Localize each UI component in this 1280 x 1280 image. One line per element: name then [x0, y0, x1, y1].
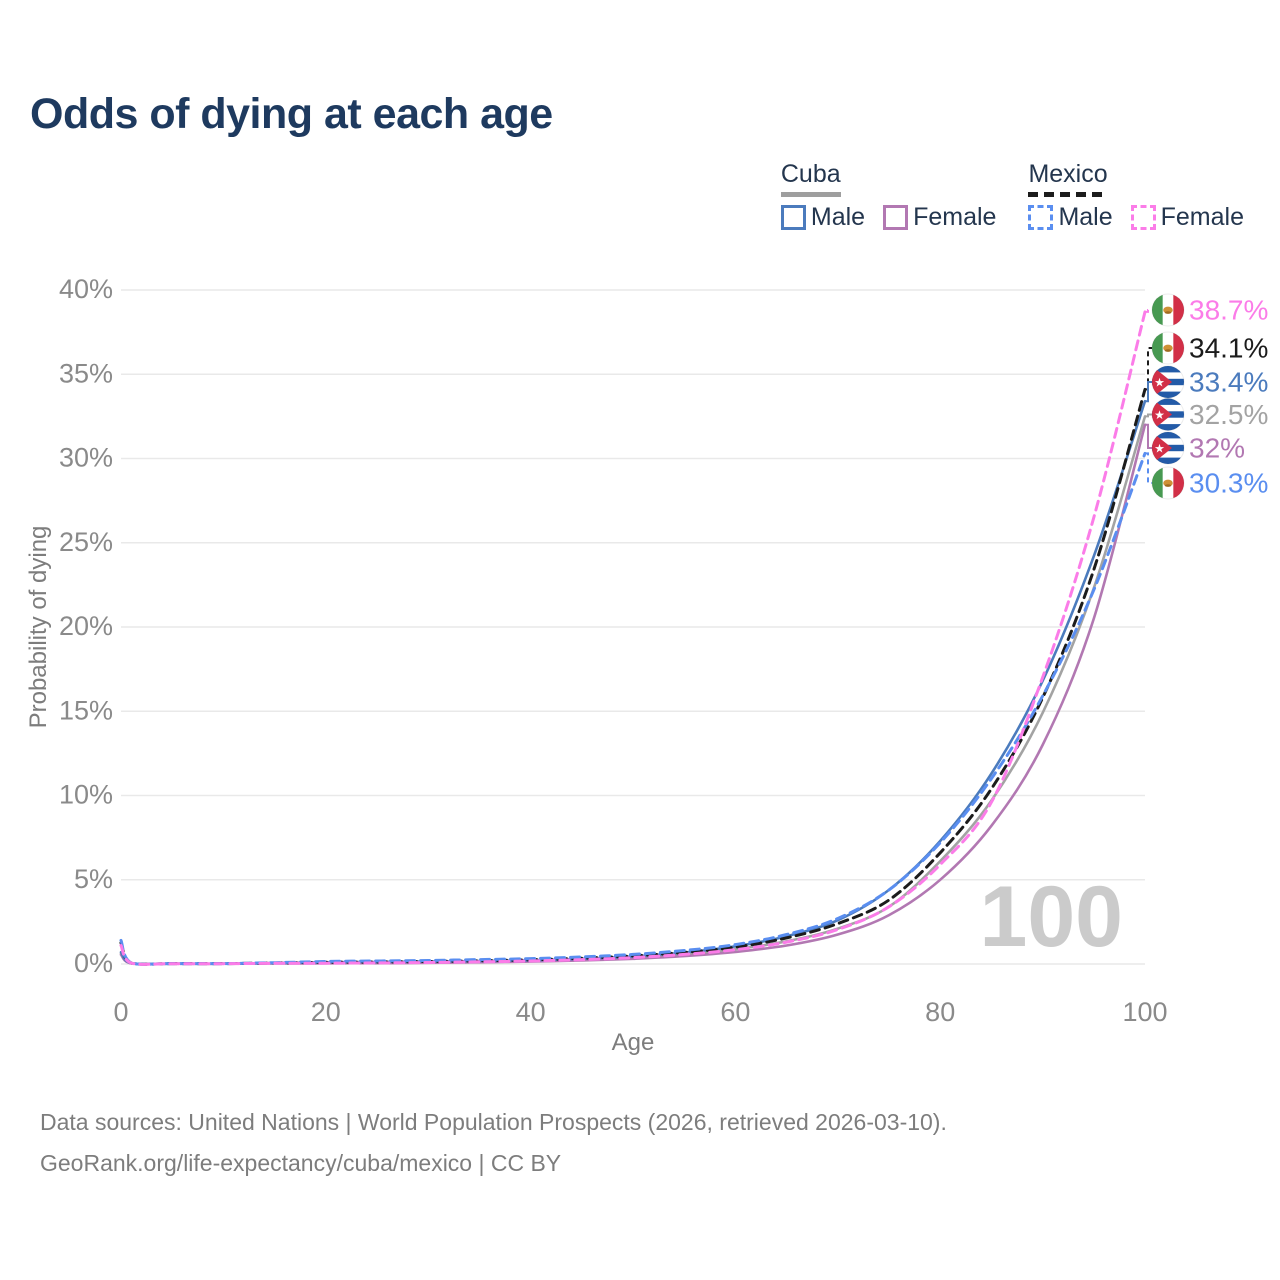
end-label-cuba-male: ★ 33.4%: [1145, 365, 1268, 403]
cuba-female-swatch-icon: [883, 205, 909, 230]
legend-mexico-dashed-rule: [1028, 192, 1108, 197]
age-counter-watermark: 100: [980, 869, 1124, 965]
legend-cuba-solid-rule: [780, 192, 841, 197]
y-tick-25: 25%: [59, 527, 113, 557]
legend-item-mexico-male[interactable]: Male: [1028, 203, 1113, 232]
mexico-flag-icon: [1152, 467, 1184, 499]
svg-text:★: ★: [1154, 441, 1165, 455]
cuba-flag-icon: ★: [1152, 398, 1184, 431]
x-axis-title: Age: [612, 1029, 655, 1056]
legend-item-mexico-male-label: Male: [1058, 203, 1113, 231]
mexico-flag-icon: [1152, 294, 1184, 326]
y-tick-20: 20%: [59, 611, 113, 641]
data-source-note: Data sources: United Nations | World Pop…: [40, 1102, 947, 1184]
end-label-value-cuba-female: 32%: [1189, 433, 1245, 464]
cuba-male-swatch-icon: [780, 205, 806, 230]
end-label-value-cuba-both-sexes: 32.5%: [1189, 399, 1268, 430]
legend-group-mexico-label: Mexico: [1028, 160, 1108, 188]
mexico-flag-icon: [1152, 332, 1184, 364]
end-label-value-cuba-male: 33.4%: [1189, 367, 1268, 398]
source-line-1: Data sources: United Nations | World Pop…: [40, 1109, 947, 1135]
legend-item-cuba-female[interactable]: Female: [883, 203, 996, 232]
legend-group-cuba-label: Cuba: [780, 160, 841, 188]
x-tick-0: 0: [113, 997, 128, 1027]
series-line-mexico-female: [119, 310, 1147, 966]
end-label-mexico-male: 30.3%: [1145, 452, 1268, 500]
y-tick-0: 0%: [74, 948, 113, 978]
end-label-cuba-female: ★ 32%: [1145, 423, 1245, 465]
end-label-value-mexico-both-sexes: 34.1%: [1189, 333, 1268, 364]
end-label-value-mexico-female: 38.7%: [1189, 295, 1268, 326]
mexico-female-swatch-icon: [1130, 205, 1156, 230]
end-label-cuba-both-sexes: ★ 32.5%: [1145, 398, 1268, 431]
legend-group-mexico: Mexico Male Female: [1028, 160, 1244, 232]
cuba-flag-icon: ★: [1152, 432, 1184, 464]
y-axis-title: Probability of dying: [25, 526, 52, 729]
x-tick-60: 60: [720, 997, 750, 1027]
legend-item-cuba-female-label: Female: [913, 203, 997, 231]
x-tick-80: 80: [925, 997, 955, 1027]
y-tick-35: 35%: [59, 358, 113, 388]
chart-title: Odds of dying at each age: [30, 90, 553, 138]
legend: Cuba Male Female Mexico: [780, 160, 1244, 232]
mexico-male-swatch-icon: [1028, 205, 1054, 230]
end-label-value-mexico-male: 30.3%: [1189, 468, 1268, 499]
cuba-flag-icon: ★: [1152, 366, 1184, 398]
legend-item-mexico-female-label: Female: [1160, 203, 1244, 231]
legend-item-cuba-male-label: Male: [810, 203, 866, 231]
svg-text:★: ★: [1154, 375, 1165, 389]
y-tick-40: 40%: [59, 274, 113, 304]
end-label-mexico-both-sexes: 34.1%: [1145, 331, 1268, 391]
legend-item-mexico-female[interactable]: Female: [1130, 203, 1244, 232]
y-tick-30: 30%: [59, 443, 113, 473]
source-line-2: GeoRank.org/life-expectancy/cuba/mexico …: [40, 1150, 562, 1176]
y-tick-10: 10%: [59, 780, 113, 810]
x-tick-100: 100: [1122, 997, 1167, 1027]
x-tick-40: 40: [516, 997, 546, 1027]
svg-text:★: ★: [1154, 408, 1165, 422]
y-tick-15: 15%: [59, 695, 113, 725]
legend-group-cuba: Cuba Male Female: [780, 160, 996, 232]
end-label-mexico-female: 38.7%: [1145, 293, 1268, 327]
plot-area: 0% 5% 10% 15% 20% 25% 30% 35% 40% 0 20 40 60 80 100 Age…: [25, 274, 1268, 1056]
legend-item-cuba-male[interactable]: Male: [780, 203, 866, 232]
x-tick-20: 20: [311, 997, 341, 1027]
y-tick-5: 5%: [74, 864, 113, 894]
